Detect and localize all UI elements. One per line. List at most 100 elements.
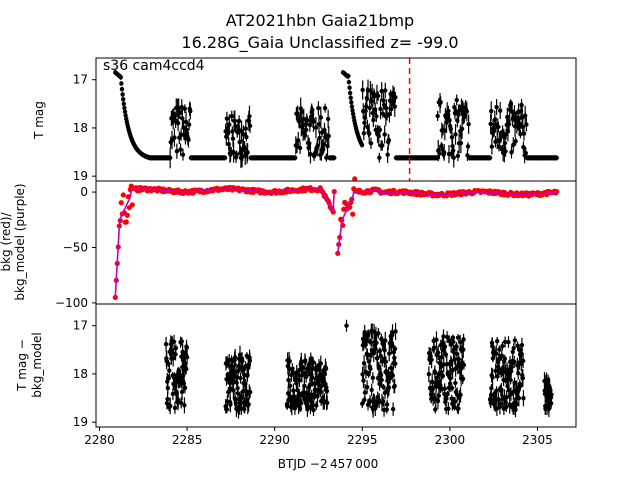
lightcurve-point	[502, 140, 508, 146]
lightcurve-point	[442, 150, 447, 155]
lightcurve-point	[377, 155, 382, 160]
lightcurve-point	[392, 104, 398, 109]
lightcurve-point	[297, 145, 303, 151]
lightcurve-point	[361, 131, 367, 136]
lightcurve-point	[224, 116, 230, 121]
corrected-point	[512, 338, 518, 343]
corrected-point	[375, 355, 380, 361]
lightcurve-point	[325, 116, 331, 122]
corrected-point	[436, 350, 441, 355]
lightcurve-point	[247, 114, 252, 119]
corrected-point	[429, 357, 434, 363]
lightcurve-point	[524, 122, 529, 127]
lightcurve-point	[496, 124, 501, 130]
lightcurve-point	[497, 108, 503, 113]
lightcurve-point	[454, 97, 459, 103]
ytick-label: 18	[73, 367, 88, 381]
lightcurve-point	[517, 121, 523, 126]
corrected-point	[503, 400, 508, 405]
corrected-point	[366, 372, 371, 377]
lightcurve-point	[513, 139, 518, 144]
corrected-point	[314, 403, 319, 408]
corrected-point	[426, 371, 432, 377]
lightcurve-point	[303, 127, 309, 132]
lightcurve-point	[186, 122, 192, 127]
corrected-lightcurve-points	[163, 319, 554, 419]
lightcurve-point	[511, 142, 516, 148]
panel-2-frame	[95, 180, 577, 305]
lightcurve-point	[177, 110, 183, 115]
lightcurve-point	[316, 121, 322, 127]
corrected-point	[441, 334, 446, 339]
lightcurve-point	[377, 127, 383, 133]
corrected-point	[362, 397, 367, 403]
corrected-point	[310, 360, 316, 365]
lightcurve-point	[346, 73, 351, 79]
corrected-point	[506, 387, 511, 393]
lightcurve-point	[506, 121, 512, 127]
lightcurve-point	[120, 97, 126, 102]
corrected-point	[243, 381, 248, 387]
corrected-point	[450, 335, 456, 340]
lightcurve-point	[346, 79, 352, 85]
corrected-point	[297, 406, 303, 411]
ytick-label: 18	[73, 121, 88, 135]
lightcurve-point	[380, 111, 386, 116]
corrected-point	[508, 377, 513, 383]
corrected-point	[447, 338, 452, 343]
corrected-point	[453, 380, 458, 386]
corrected-point	[390, 373, 396, 378]
corrected-point	[361, 361, 367, 366]
lightcurve-point	[503, 149, 508, 154]
lightcurve-point	[241, 132, 246, 137]
ytick-label: 0	[80, 185, 88, 199]
lightcurve-point	[243, 126, 249, 131]
ytick-label: 17	[73, 319, 88, 333]
bkg-point	[343, 200, 349, 207]
corrected-point	[303, 374, 309, 380]
corrected-point	[163, 341, 169, 347]
lightcurve-point	[360, 87, 365, 93]
bkg-point	[124, 212, 130, 218]
corrected-point	[436, 393, 442, 398]
corrected-point	[440, 373, 446, 379]
lightcurve-point	[464, 109, 470, 114]
bkg-point	[120, 192, 126, 198]
corrected-point	[237, 352, 243, 357]
corrected-point	[500, 343, 505, 349]
lightcurve-point	[446, 108, 451, 114]
corrected-point	[366, 331, 371, 337]
corrected-point	[324, 388, 330, 394]
panel-3-ylabel-line1: T mag −	[15, 339, 29, 392]
lightcurve-point	[367, 105, 372, 111]
lightcurve-point	[305, 118, 310, 123]
corrected-point	[296, 391, 302, 396]
panel-3-yticks: 17 18 19	[73, 319, 96, 429]
corrected-point	[521, 395, 526, 401]
corrected-point	[173, 352, 178, 357]
lightcurve-points	[113, 69, 559, 169]
corrected-point	[303, 358, 308, 363]
lightcurve-point	[385, 152, 390, 157]
corrected-point	[516, 387, 521, 393]
lightcurve-point	[307, 141, 312, 146]
corrected-point	[380, 399, 386, 404]
corrected-point	[549, 401, 554, 406]
lightcurve-point	[182, 106, 188, 111]
corrected-lightcurve-panel: T mag − bkg_model 17 18 19 2280 2285 2290 229…	[15, 303, 577, 471]
corrected-point	[452, 399, 458, 404]
lightcurve-point	[308, 151, 313, 157]
lightcurve-point	[347, 90, 353, 96]
lightcurve-point	[167, 155, 173, 161]
lightcurve-point	[181, 125, 186, 130]
corrected-point	[495, 374, 500, 379]
lightcurve-point	[488, 121, 493, 127]
corrected-point	[392, 383, 397, 389]
corrected-point	[167, 368, 172, 373]
corrected-point	[361, 378, 366, 383]
corrected-point	[499, 353, 504, 358]
corrected-point	[383, 338, 388, 343]
corrected-point	[246, 402, 251, 407]
lightcurve-point	[522, 113, 528, 118]
corrected-point	[233, 355, 238, 360]
